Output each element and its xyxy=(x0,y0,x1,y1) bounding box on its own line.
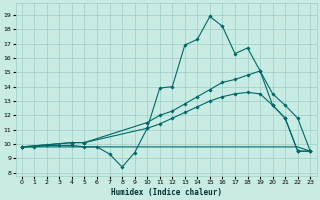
X-axis label: Humidex (Indice chaleur): Humidex (Indice chaleur) xyxy=(110,188,221,197)
